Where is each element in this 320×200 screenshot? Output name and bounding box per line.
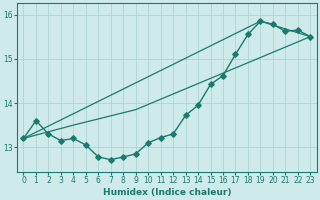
X-axis label: Humidex (Indice chaleur): Humidex (Indice chaleur): [103, 188, 231, 197]
